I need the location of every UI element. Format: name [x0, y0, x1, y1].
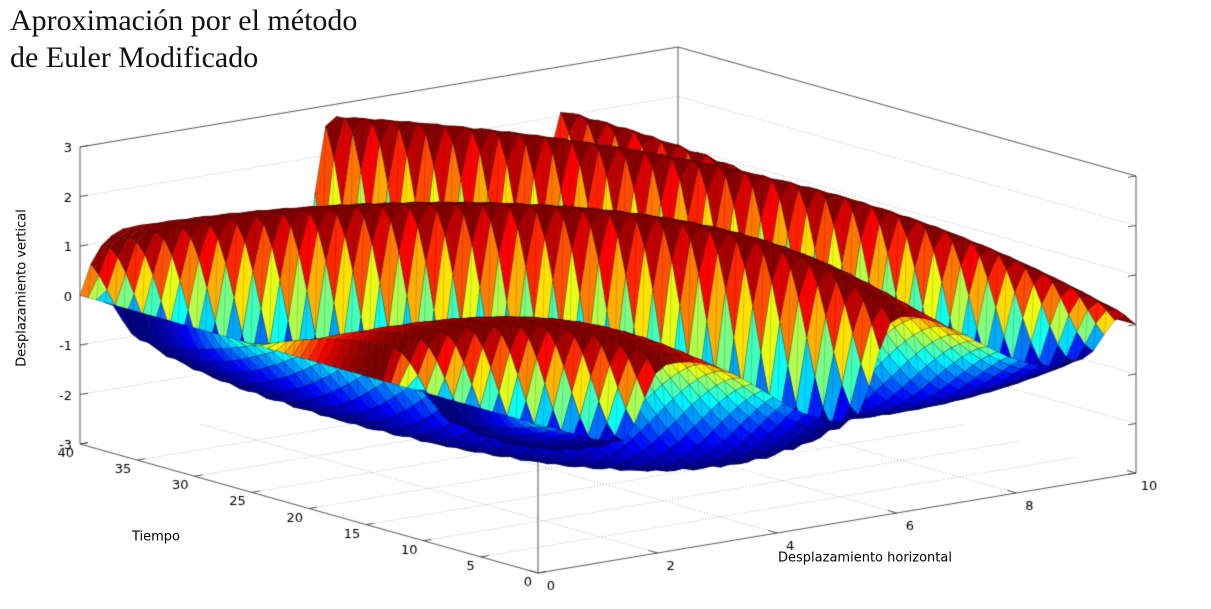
chart-title: Aproximación por el método de Euler Modi…: [10, 2, 357, 76]
z-axis-label: Desplazamiento vertical: [14, 209, 30, 367]
t-axis-label: Tiempo: [131, 529, 181, 545]
x-axis-label: Desplazamiento horizontal: [778, 550, 952, 566]
chart-title-line1: Aproximación por el método: [10, 4, 358, 37]
chart-title-line2: de Euler Modificado: [10, 41, 259, 74]
